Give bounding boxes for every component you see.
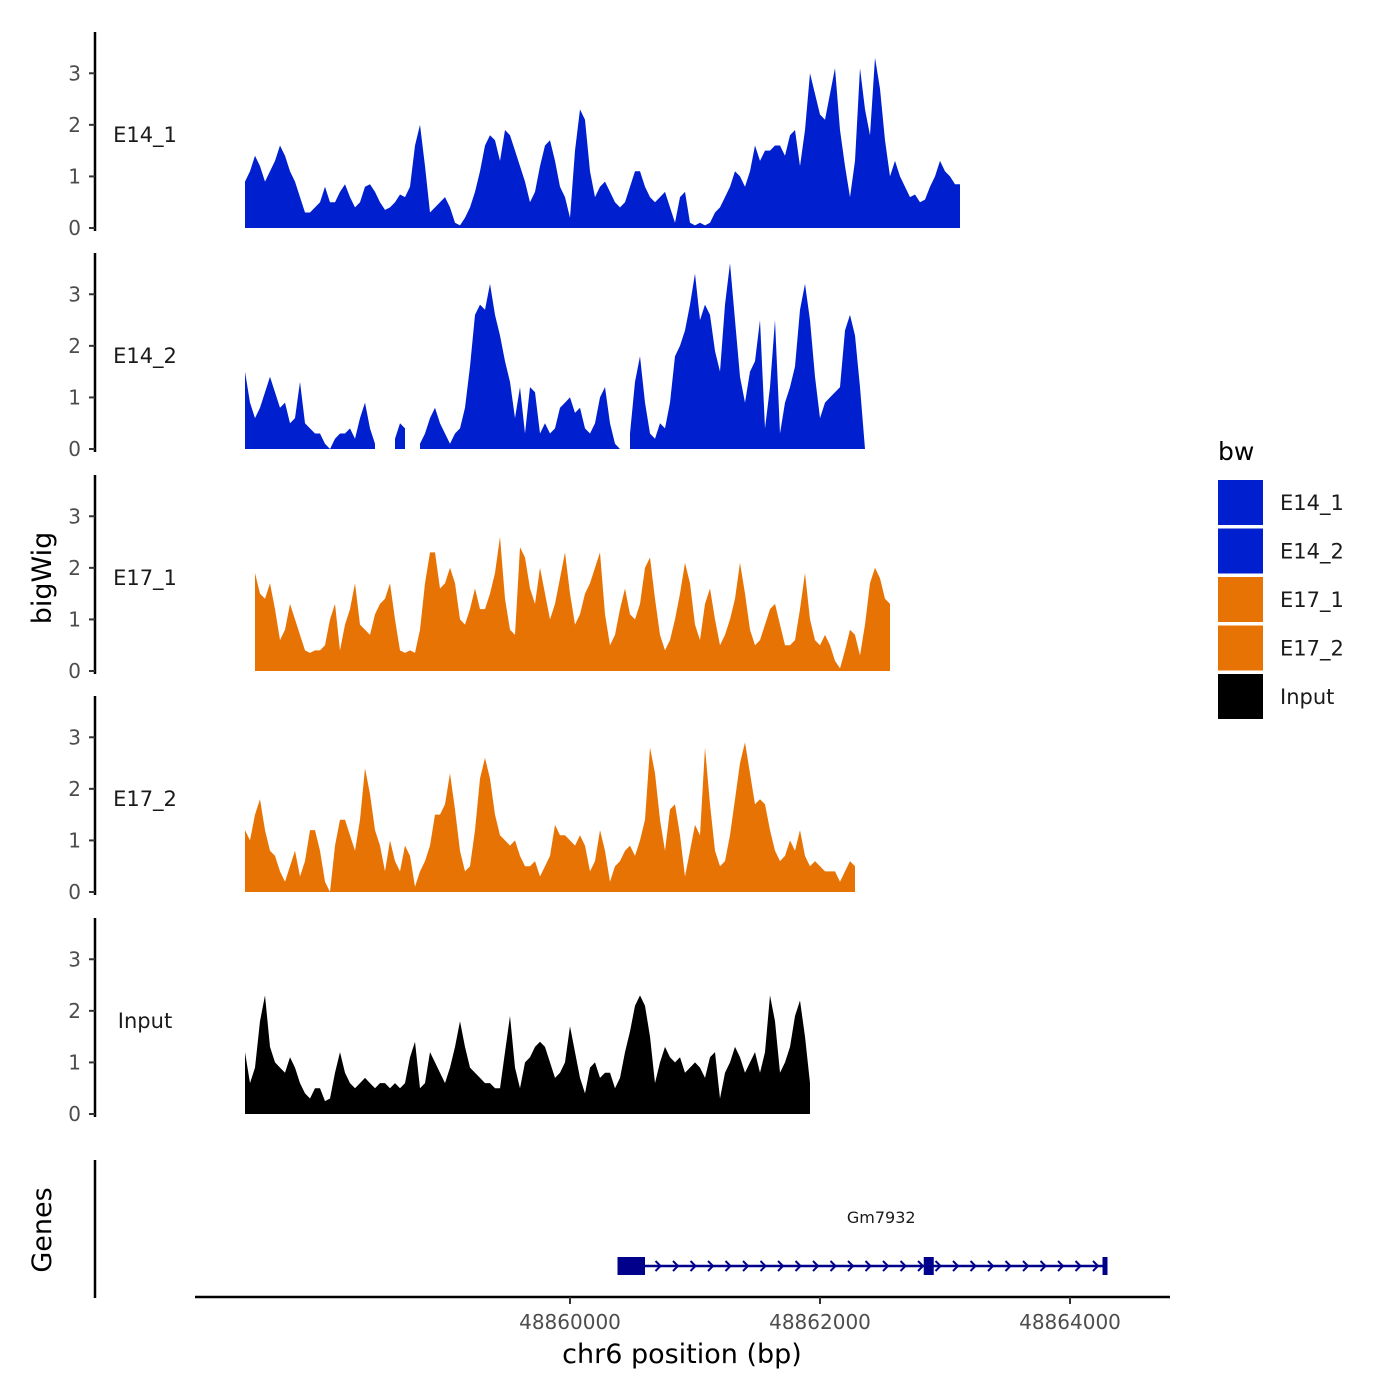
y-tick-label: 1 bbox=[68, 1050, 81, 1074]
track-E14_1: 0 1 2 3 E14_1 bbox=[68, 32, 960, 240]
strand-arrow-icon bbox=[934, 1260, 942, 1272]
y-tick-label: 3 bbox=[68, 504, 81, 528]
gene-name-label: Gm7932 bbox=[847, 1208, 916, 1227]
genes-axis-title: Genes bbox=[27, 1187, 58, 1272]
track-Input: 0 1 2 3 Input bbox=[68, 918, 810, 1126]
y-tick-label: 2 bbox=[68, 556, 81, 580]
strand-arrow-icon bbox=[1022, 1260, 1030, 1272]
legend: bw E14_1 E14_2 E17_1 E17_2 Input bbox=[1218, 437, 1344, 719]
legend-swatch bbox=[1218, 625, 1263, 671]
y-tick-label: 1 bbox=[68, 164, 81, 188]
tracks-layer: 0 1 2 3 E14_1 0 1 2 3 E14_2 0 1 2 3 E17_1 0 1 2 3 E17_2 0 1 2 3… bbox=[68, 32, 960, 1126]
track-label: Input bbox=[118, 1009, 172, 1033]
x-tick-label: 48862000 bbox=[769, 1310, 871, 1334]
legend-label: E17_2 bbox=[1280, 637, 1344, 662]
strand-arrow-icon bbox=[864, 1260, 872, 1272]
strand-arrow-icon bbox=[724, 1260, 732, 1272]
y-tick-label: 0 bbox=[68, 216, 81, 240]
strand-arrow-icon bbox=[829, 1260, 837, 1272]
y-tick-label: 2 bbox=[68, 999, 81, 1023]
strand-arrow-icon bbox=[882, 1260, 890, 1272]
gene-exon bbox=[1102, 1257, 1108, 1275]
gene-exon bbox=[923, 1257, 934, 1275]
strand-arrow-icon bbox=[969, 1260, 977, 1272]
strand-arrow-icon bbox=[899, 1260, 907, 1272]
x-axis-title: chr6 position (bp) bbox=[562, 1339, 802, 1370]
legend-label: Input bbox=[1280, 685, 1334, 709]
legend-label: E17_1 bbox=[1280, 588, 1344, 613]
strand-arrow-icon bbox=[952, 1260, 960, 1272]
strand-arrow-icon bbox=[777, 1260, 785, 1272]
track-label: E14_1 bbox=[113, 123, 177, 148]
strand-arrow-icon bbox=[987, 1260, 995, 1272]
strand-arrow-icon bbox=[672, 1260, 680, 1272]
genes-panel: Gm7932 bbox=[93, 1160, 1108, 1298]
strand-arrow-icon bbox=[707, 1260, 715, 1272]
strand-arrow-icon bbox=[1039, 1260, 1047, 1272]
area-E14_1 bbox=[245, 57, 960, 228]
gene-exon bbox=[617, 1257, 645, 1275]
strand-arrow-icon bbox=[812, 1260, 820, 1272]
legend-swatch bbox=[1218, 674, 1263, 719]
y-tick-label: 0 bbox=[68, 659, 81, 683]
strand-arrow-icon bbox=[794, 1260, 802, 1272]
track-label: E17_1 bbox=[113, 566, 177, 591]
strand-arrow-icon bbox=[742, 1260, 750, 1272]
x-tick-label: 48864000 bbox=[1019, 1310, 1121, 1334]
y-tick-label: 3 bbox=[68, 282, 81, 306]
track-E17_1: 0 1 2 3 E17_1 bbox=[68, 475, 890, 683]
y-tick-label: 2 bbox=[68, 777, 81, 801]
area-E17_1 bbox=[255, 536, 890, 671]
track-label: E17_2 bbox=[113, 787, 177, 812]
strand-arrow-icon bbox=[1092, 1260, 1100, 1272]
strand-arrow-icon bbox=[689, 1260, 697, 1272]
strand-arrow-icon bbox=[917, 1260, 925, 1272]
strand-arrow-icon bbox=[1074, 1260, 1082, 1272]
legend-label: E14_1 bbox=[1280, 491, 1344, 516]
area-E14_2 bbox=[245, 263, 865, 449]
strand-arrow-icon bbox=[759, 1260, 767, 1272]
track-label: E14_2 bbox=[113, 344, 177, 369]
y-tick-label: 2 bbox=[68, 334, 81, 358]
strand-arrow-icon bbox=[1057, 1260, 1065, 1272]
strand-arrow-icon bbox=[847, 1260, 855, 1272]
legend-swatch bbox=[1218, 528, 1263, 574]
strand-arrow-icon bbox=[654, 1260, 662, 1272]
y-tick-label: 3 bbox=[68, 61, 81, 85]
legend-label: E14_2 bbox=[1280, 540, 1344, 565]
y-tick-label: 1 bbox=[68, 828, 81, 852]
area-Input bbox=[245, 995, 810, 1114]
y-tick-label: 1 bbox=[68, 607, 81, 631]
strand-arrow-icon bbox=[1004, 1260, 1012, 1272]
area-E17_2 bbox=[245, 742, 855, 892]
y-axis-title: bigWig bbox=[27, 532, 58, 625]
y-tick-label: 3 bbox=[68, 947, 81, 971]
y-tick-label: 0 bbox=[68, 880, 81, 904]
y-tick-label: 2 bbox=[68, 113, 81, 137]
legend-swatch bbox=[1218, 577, 1263, 622]
y-tick-label: 1 bbox=[68, 385, 81, 409]
y-tick-label: 0 bbox=[68, 437, 81, 461]
x-tick-label: 48860000 bbox=[519, 1310, 621, 1334]
y-tick-label: 0 bbox=[68, 1102, 81, 1126]
track-E17_2: 0 1 2 3 E17_2 bbox=[68, 696, 855, 904]
legend-swatch bbox=[1218, 480, 1263, 525]
legend-title: bw bbox=[1218, 437, 1254, 466]
track-E14_2: 0 1 2 3 E14_2 bbox=[68, 253, 865, 461]
y-tick-label: 3 bbox=[68, 725, 81, 749]
x-axis: 48860000 48862000 48864000 bbox=[195, 1295, 1170, 1334]
